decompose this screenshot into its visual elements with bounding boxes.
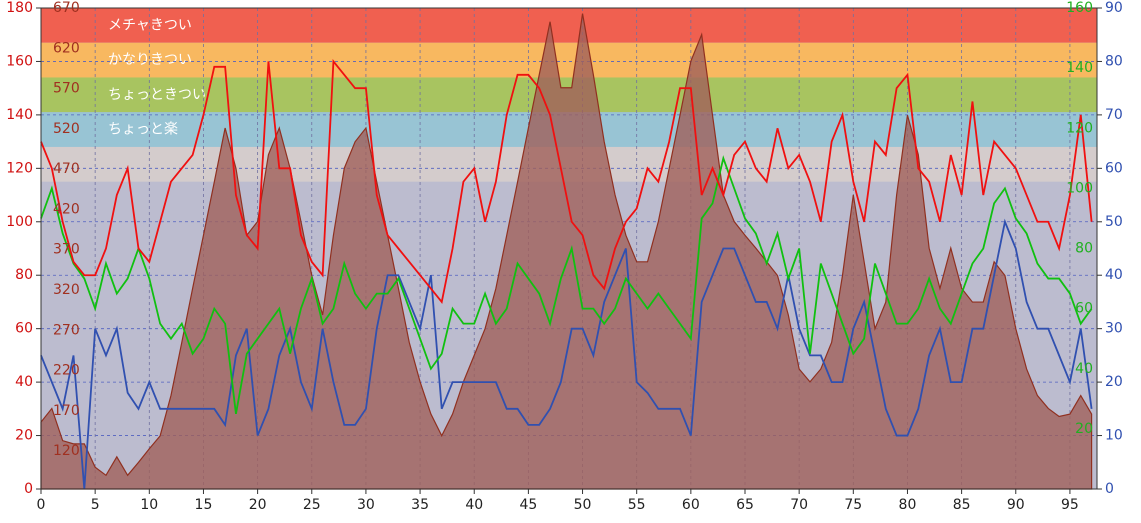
y2-tick-label: 60 [1105,160,1123,176]
x-tick-label: 95 [1061,497,1079,513]
x-tick-label: 45 [519,497,537,513]
plot-frame [40,7,1098,490]
y2-tick-label: 80 [1105,53,1123,69]
y4-tick-label: 320 [53,282,80,298]
y3-tick-label: 160 [1066,0,1093,16]
x-tick-label: 15 [195,497,213,513]
x-tick-label: 40 [465,497,483,513]
x-tick-label: 10 [140,497,158,513]
zone-label: ちょっと楽 [108,122,178,138]
y2-tick-label: 50 [1105,214,1123,230]
x-tick-label: 90 [1007,497,1025,513]
y4-tick-label: 170 [53,403,80,419]
y3-tick-label: 120 [1066,120,1093,136]
y4-tick-label: 620 [53,40,80,56]
x-tick-label: 85 [953,497,971,513]
zone-band [41,8,1097,43]
x-tick-label: 75 [844,497,862,513]
x-tick-label: 80 [899,497,917,513]
y3-tick-label: 40 [1075,361,1093,377]
y3-tick-label: 140 [1066,60,1093,76]
y4-tick-label: 670 [53,0,80,16]
zone-band [41,42,1097,78]
y4-tick-label: 570 [53,81,80,97]
y4-tick-label: 520 [53,121,80,137]
y-tick-label: 80 [15,267,33,283]
series-line [40,59,1093,304]
zone-label: かなりきつい [108,52,192,68]
y2-tick-label: 90 [1105,0,1123,16]
y2-tick-label: 20 [1105,374,1123,390]
y3-tick-label: 100 [1066,180,1093,196]
y-tick-label: 140 [6,107,33,123]
x-tick-label: 70 [790,497,808,513]
y2-tick-label: 0 [1105,481,1114,497]
y3-tick-label: 80 [1075,241,1093,257]
y2-tick-label: 40 [1105,267,1123,283]
x-tick-label: 20 [249,497,267,513]
x-tick-label: 30 [357,497,375,513]
y3-tick-label: 60 [1075,301,1093,317]
y-tick-label: 160 [6,53,33,69]
x-tick-label: 25 [303,497,321,513]
y4-tick-label: 370 [53,242,80,258]
y-tick-label: 180 [6,0,33,16]
y-tick-label: 60 [15,321,33,337]
y4-tick-label: 270 [53,322,80,338]
zone-label: メチャきつい [108,17,192,33]
x-tick-label: 50 [574,497,592,513]
y-tick-label: 0 [24,481,33,497]
x-tick-label: 5 [91,497,100,513]
y4-tick-label: 220 [53,363,80,379]
y-tick-label: 40 [15,374,33,390]
y4-tick-label: 420 [53,201,80,217]
series-line [40,155,1093,415]
y4-tick-label: 120 [53,443,80,459]
x-tick-label: 60 [682,497,700,513]
y2-tick-label: 30 [1105,321,1123,337]
y-tick-label: 20 [15,428,33,444]
zone-label: ちょっときつい [108,87,206,103]
x-tick-label: 35 [411,497,429,513]
series-line [40,218,1093,490]
y-tick-label: 100 [6,214,33,230]
x-tick-label: 0 [37,497,46,513]
y4-tick-label: 470 [53,161,80,177]
y-tick-label: 120 [6,160,33,176]
y2-tick-label: 10 [1105,428,1123,444]
x-tick-label: 55 [628,497,646,513]
elevation-area [40,13,1093,490]
x-tick-label: 65 [736,497,754,513]
y3-tick-label: 20 [1075,421,1093,437]
y2-tick-label: 70 [1105,107,1123,123]
